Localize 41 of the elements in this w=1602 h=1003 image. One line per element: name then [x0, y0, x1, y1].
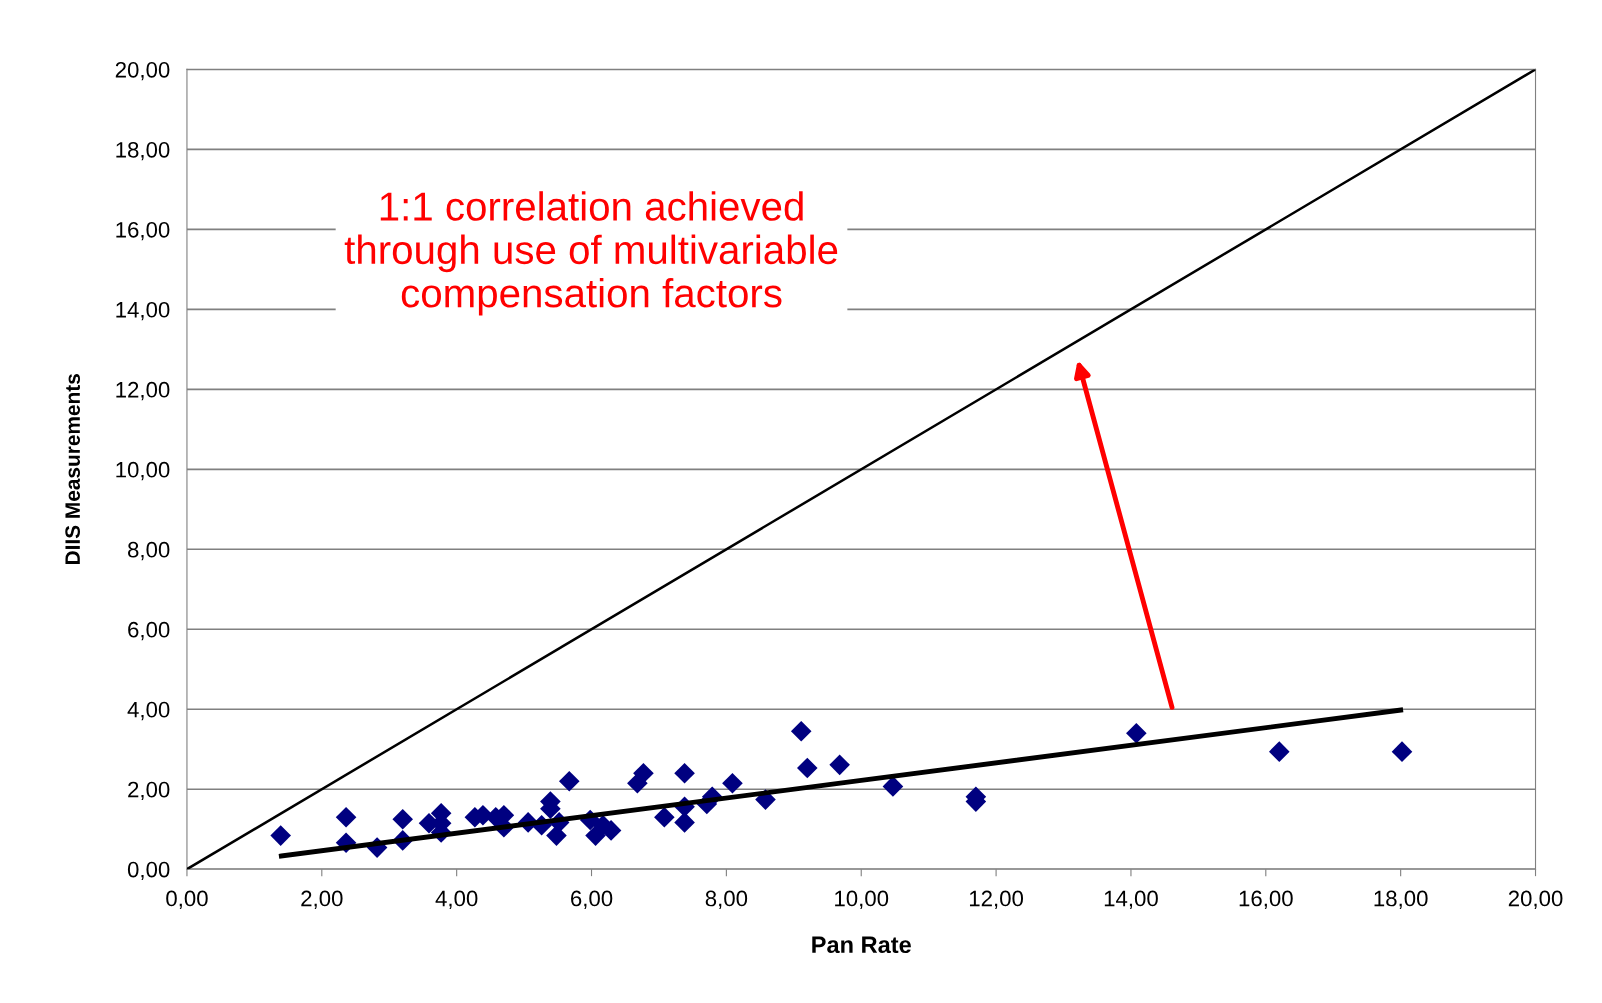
point [654, 806, 675, 828]
x-tick-label: 18,00 [1374, 890, 1428, 909]
point [558, 770, 580, 792]
point [335, 806, 357, 828]
y-tick-label: 2,00 [128, 781, 170, 801]
y-tick-label: 4,00 [127, 701, 170, 721]
point [882, 776, 904, 797]
point [270, 825, 291, 846]
y-tick-label: 8,00 [128, 541, 170, 561]
y-tick-label: 20,00 [115, 61, 170, 81]
x-axis-title: Pan Rate [812, 936, 911, 954]
x-tick-label: 4,00 [435, 890, 478, 909]
y-axis-title: DIIS Measurements [65, 374, 81, 565]
point [1391, 741, 1413, 762]
x-tick-label: 14,00 [1104, 890, 1158, 909]
point [674, 812, 695, 833]
point [392, 808, 414, 830]
x-tick-label: 16,00 [1239, 890, 1293, 909]
y-tick-label: 18,00 [116, 141, 170, 161]
x-tick-label: 2,00 [301, 890, 343, 909]
y-tick-label: 6,00 [128, 621, 170, 641]
y-tick-label: 12,00 [116, 381, 170, 401]
point [674, 762, 695, 784]
y-tick-label: 10,00 [116, 461, 170, 481]
point [1126, 722, 1147, 744]
point [796, 757, 818, 779]
point [1268, 741, 1290, 762]
x-tick-label: 6,00 [571, 890, 613, 909]
y-tick-label: 0,00 [127, 861, 170, 881]
point [790, 720, 812, 742]
point [722, 772, 743, 794]
x-tick-label: 8,00 [705, 890, 748, 909]
annotation: 1:1 correlation achieved through use of multivariable compensation factors [344, 191, 838, 316]
point [829, 754, 850, 776]
y-tick-label: 16,00 [116, 221, 170, 241]
x-tick-label: 20,00 [1508, 890, 1563, 909]
point [633, 762, 654, 784]
x-tick-label: 0,00 [166, 890, 208, 909]
y-tick-label: 14,00 [116, 301, 170, 321]
x-tick-label: 12,00 [969, 890, 1024, 909]
x-tick-label: 10,00 [835, 890, 889, 909]
